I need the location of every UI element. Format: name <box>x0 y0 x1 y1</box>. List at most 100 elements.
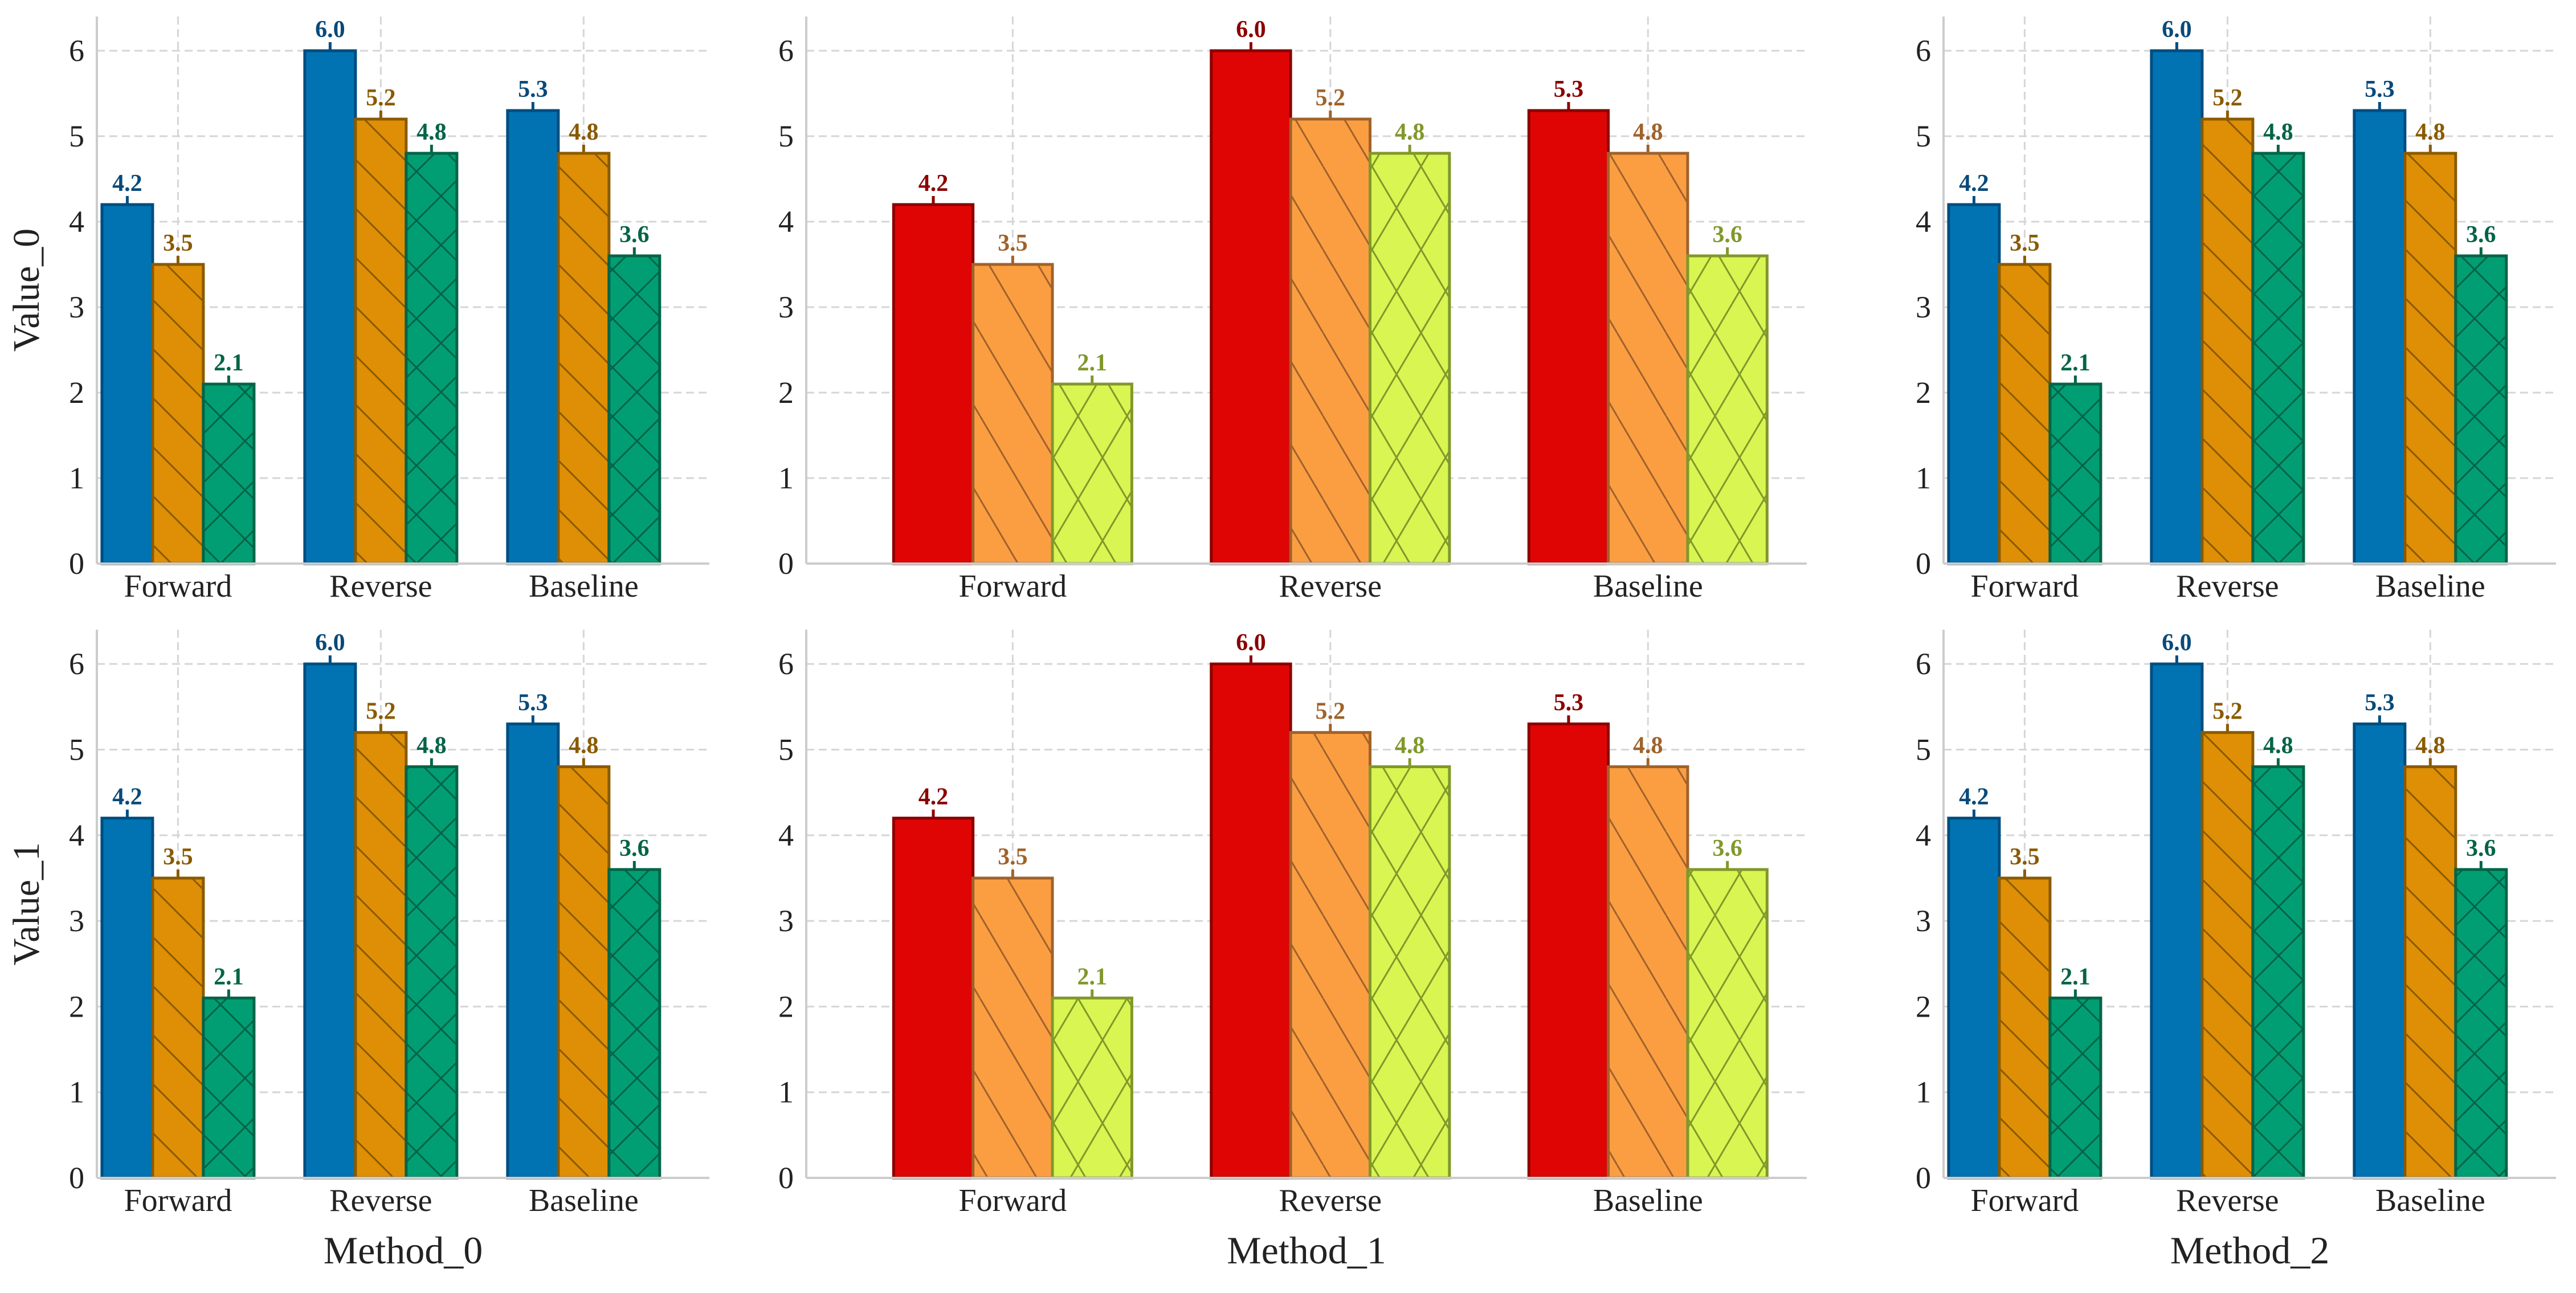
bar-series_1-reverse <box>2201 117 2255 565</box>
data-label: 2.1 <box>1077 350 1107 376</box>
x-tick-label: Baseline <box>2375 569 2485 604</box>
data-label: 3.6 <box>2466 222 2496 248</box>
y-tick-label: 3 <box>778 290 794 324</box>
y-tick-label: 6 <box>1916 34 1931 68</box>
y-tick-label: 5 <box>69 732 84 766</box>
data-label: 4.8 <box>2415 119 2446 145</box>
y-tick-label: 6 <box>1916 647 1931 681</box>
bar-series_2-reverse <box>1368 152 1451 565</box>
bar-series_2-baseline <box>607 254 662 565</box>
data-label: 3.5 <box>998 844 1028 870</box>
data-label: 6.0 <box>1236 17 1266 43</box>
data-label: 5.3 <box>2365 690 2395 716</box>
bar-series_0-baseline <box>1527 109 1610 565</box>
bar-series_0-forward <box>100 203 154 565</box>
bar-series_0-forward <box>100 817 154 1180</box>
y-tick-label: 2 <box>778 989 794 1023</box>
y-tick-label: 1 <box>69 1075 84 1110</box>
data-label: 4.8 <box>1633 119 1663 145</box>
y-tick-label: 0 <box>778 1161 794 1195</box>
y-tick-label: 6 <box>69 34 84 68</box>
bar-series_1-forward <box>971 263 1054 565</box>
bar-series_1-baseline <box>1607 152 1689 565</box>
bar-series_2-reverse <box>2251 152 2305 565</box>
data-label: 5.2 <box>1316 85 1346 111</box>
data-label: 5.3 <box>1554 76 1584 103</box>
bar-series_2-baseline <box>607 868 662 1180</box>
bar-series_0-forward <box>892 817 975 1180</box>
y-tick-label: 3 <box>69 904 84 938</box>
bar-series_2-forward <box>2048 382 2103 565</box>
y-tick-label: 1 <box>69 461 84 495</box>
data-label: 3.5 <box>998 230 1028 256</box>
y-axis-label: Value_0 <box>6 229 47 352</box>
y-tick-label: 3 <box>1916 904 1931 938</box>
bar-series_2-forward <box>1051 382 1133 565</box>
bar-series_0-reverse <box>303 662 357 1180</box>
data-label: 4.8 <box>1395 733 1425 759</box>
x-tick-label: Baseline <box>529 569 639 604</box>
x-tick-label: Reverse <box>2176 1183 2279 1218</box>
data-label: 6.0 <box>2162 630 2192 656</box>
y-tick-label: 3 <box>69 290 84 324</box>
y-tick-label: 2 <box>1916 989 1931 1023</box>
bar-series_2-forward <box>1051 996 1133 1180</box>
data-label: 5.2 <box>366 85 396 111</box>
bar-series_0-baseline <box>506 109 560 565</box>
y-tick-label: 4 <box>69 205 84 239</box>
y-tick-label: 5 <box>69 119 84 153</box>
y-tick-label: 5 <box>778 732 794 766</box>
bar-series_1-forward <box>151 263 205 565</box>
bar-series_1-baseline <box>2403 765 2457 1180</box>
data-label: 5.3 <box>1554 690 1584 716</box>
y-tick-label: 1 <box>1916 461 1931 495</box>
bar-series_1-reverse <box>354 731 408 1180</box>
data-label: 4.2 <box>1959 784 1989 810</box>
bar-series_0-baseline <box>506 722 560 1180</box>
bar-series_2-baseline <box>2454 254 2508 565</box>
bar-series_0-baseline <box>2353 109 2407 565</box>
x-tick-label: Forward <box>1971 1183 2079 1218</box>
data-label: 4.2 <box>112 170 142 197</box>
bar-series_0-reverse <box>2150 662 2204 1180</box>
bar-series_0-baseline <box>1527 722 1610 1180</box>
data-label: 4.8 <box>1633 733 1663 759</box>
x-tick-label: Reverse <box>2176 569 2279 604</box>
y-tick-label: 2 <box>69 989 84 1023</box>
data-label: 2.1 <box>214 350 244 376</box>
data-label: 4.8 <box>417 119 447 145</box>
bar-series_1-reverse <box>354 117 408 565</box>
x-tick-label: Baseline <box>1593 569 1703 604</box>
x-tick-label: Reverse <box>329 569 432 604</box>
bar-series_2-reverse <box>1368 765 1451 1180</box>
subplot-1-2: 0 1 2 3 4 5 6 Forward Reverse Baseline 4.2 6.0 5.3 3.… <box>1916 630 2556 1272</box>
bar-series_1-reverse <box>1289 731 1371 1180</box>
bar-series_0-forward <box>1947 203 2001 565</box>
x-tick-label: Forward <box>958 569 1067 604</box>
bar-series_1-forward <box>1998 876 2052 1180</box>
data-label: 3.5 <box>2010 230 2040 256</box>
bar-series_2-forward <box>202 382 256 565</box>
data-label: 5.3 <box>518 690 548 716</box>
y-tick-label: 0 <box>778 546 794 581</box>
data-label: 6.0 <box>315 630 345 656</box>
data-label: 3.5 <box>2010 844 2040 870</box>
x-tick-label: Forward <box>124 1183 232 1218</box>
data-label: 5.2 <box>366 698 396 724</box>
y-tick-label: 0 <box>1916 1161 1931 1195</box>
x-tick-label: Forward <box>958 1183 1067 1218</box>
bar-series_0-baseline <box>2353 722 2407 1180</box>
bar-series_1-baseline <box>557 152 611 565</box>
bar-series_2-forward <box>2048 996 2103 1180</box>
bar-series_2-reverse <box>2251 765 2305 1180</box>
bar-series_1-forward <box>971 876 1054 1180</box>
y-tick-label: 0 <box>1916 546 1931 581</box>
data-label: 4.8 <box>2263 119 2293 145</box>
x-tick-label: Reverse <box>1279 1183 1382 1218</box>
bar-series_0-reverse <box>303 49 357 565</box>
data-label: 3.6 <box>1712 835 1742 862</box>
data-label: 4.8 <box>2415 733 2446 759</box>
y-axis-label: Value_1 <box>6 842 47 965</box>
data-label: 4.8 <box>417 733 447 759</box>
data-label: 5.3 <box>518 76 548 103</box>
